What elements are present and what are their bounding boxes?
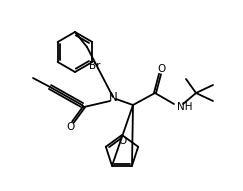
Text: O: O bbox=[158, 64, 166, 74]
Text: Br: Br bbox=[89, 61, 101, 71]
Text: N: N bbox=[109, 91, 117, 104]
Text: O: O bbox=[118, 136, 126, 146]
Text: NH: NH bbox=[177, 102, 192, 112]
Text: O: O bbox=[66, 122, 74, 132]
